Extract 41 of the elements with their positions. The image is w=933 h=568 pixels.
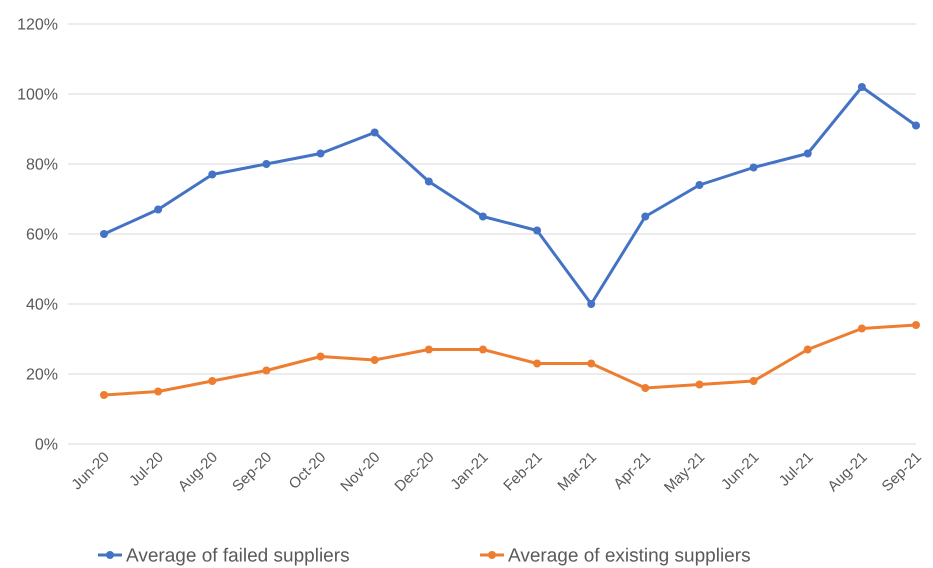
point bbox=[478, 346, 487, 354]
point bbox=[533, 360, 542, 368]
point bbox=[316, 352, 325, 360]
point bbox=[858, 324, 866, 332]
y-tick-label: 100% bbox=[17, 86, 58, 104]
y-tick-label: 0% bbox=[34, 436, 58, 454]
point bbox=[695, 380, 704, 388]
point bbox=[154, 388, 162, 396]
legend-label: Average of failed suppliers bbox=[126, 546, 350, 567]
point bbox=[154, 206, 162, 214]
y-tick-label: 120% bbox=[17, 16, 58, 34]
point bbox=[641, 384, 650, 392]
point bbox=[208, 377, 216, 385]
y-tick-label: 40% bbox=[26, 296, 58, 314]
point bbox=[804, 150, 812, 158]
point bbox=[100, 230, 108, 238]
point bbox=[750, 164, 758, 172]
legend-label: Average of existing suppliers bbox=[508, 546, 751, 567]
point bbox=[533, 226, 542, 234]
point bbox=[370, 356, 379, 364]
point bbox=[587, 300, 596, 308]
point bbox=[912, 321, 920, 329]
point bbox=[370, 128, 379, 136]
point bbox=[858, 83, 866, 91]
point bbox=[750, 377, 758, 385]
point bbox=[641, 212, 650, 220]
point bbox=[587, 360, 596, 368]
point bbox=[912, 122, 920, 130]
point bbox=[424, 346, 433, 354]
point bbox=[100, 391, 108, 399]
point bbox=[262, 366, 270, 374]
point bbox=[262, 160, 270, 168]
point bbox=[695, 181, 704, 189]
point bbox=[316, 150, 325, 158]
point bbox=[478, 212, 487, 220]
y-tick-label: 20% bbox=[26, 366, 58, 384]
point bbox=[804, 346, 812, 354]
y-tick-label: 60% bbox=[26, 226, 58, 244]
y-tick-label: 80% bbox=[26, 156, 58, 174]
point bbox=[208, 170, 216, 178]
point bbox=[424, 178, 433, 186]
